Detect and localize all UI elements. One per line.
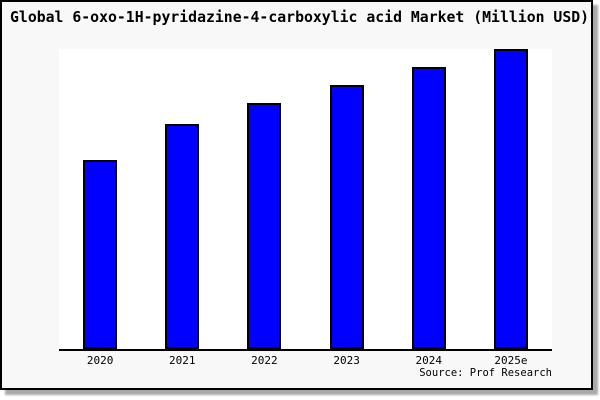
x-tick-label-2025e: 2025e [494, 354, 528, 367]
bar-2024 [411, 67, 446, 349]
x-tick-label-2020: 2020 [86, 354, 114, 367]
bar-2021 [165, 124, 200, 349]
x-tick-label-2024: 2024 [415, 354, 442, 367]
x-tick-label-2022: 2022 [251, 354, 278, 367]
source-text: Source: Prof Research [419, 367, 552, 379]
x-tick-label-2021: 2021 [168, 354, 196, 367]
chart-title: Global 6-oxo-1H-pyridazine-4-carboxylic … [10, 9, 590, 26]
bar-2025e [493, 49, 528, 349]
bar-2023 [329, 85, 364, 349]
bar-2020 [83, 160, 118, 349]
x-tick-label-2023: 2023 [333, 354, 360, 367]
chart-frame: Global 6-oxo-1H-pyridazine-4-carboxylic … [0, 0, 593, 390]
x-axis-labels: 2020 2021 2022 2023 2024 2025e [59, 354, 552, 368]
bar-2022 [247, 103, 282, 349]
plot-area [59, 49, 552, 351]
